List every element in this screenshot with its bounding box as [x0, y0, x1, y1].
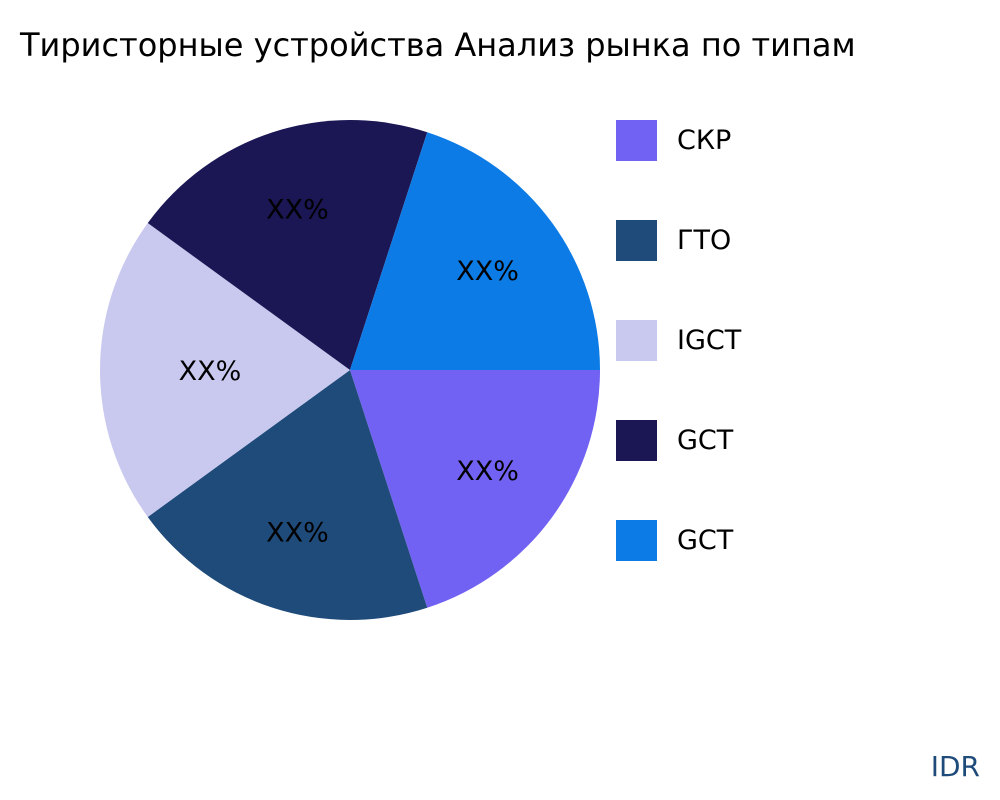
legend-label: ГТО — [677, 225, 732, 256]
chart-title: Тиристорные устройства Анализ рынка по т… — [20, 26, 856, 64]
slice-data-label: XX% — [266, 518, 329, 549]
legend-label: GCT — [677, 525, 734, 556]
legend-swatch — [616, 220, 657, 261]
legend-label: IGCT — [677, 325, 742, 356]
legend-swatch — [616, 520, 657, 561]
watermark-logo: IDR — [930, 750, 980, 783]
pie-slice-2 — [100, 223, 350, 517]
legend-label: GCT — [677, 425, 734, 456]
pie-slice-0 — [350, 370, 600, 608]
slice-data-label: XX% — [456, 256, 519, 287]
pie-slice-4 — [350, 132, 600, 370]
legend-item: GCT — [616, 520, 733, 561]
slice-data-label: XX% — [266, 194, 329, 225]
legend-item: GCT — [616, 420, 733, 461]
pie-slice-1 — [147, 370, 428, 620]
legend-label: СКР — [677, 125, 732, 156]
slice-data-label: XX% — [179, 356, 242, 387]
legend-item: IGCT — [616, 320, 741, 361]
legend-item: ГТО — [616, 220, 731, 261]
pie-slice-3 — [147, 120, 428, 370]
legend-swatch — [616, 420, 657, 461]
legend-swatch — [616, 120, 657, 161]
legend-swatch — [616, 320, 657, 361]
legend-item: СКР — [616, 120, 731, 161]
slice-data-label: XX% — [456, 456, 519, 487]
